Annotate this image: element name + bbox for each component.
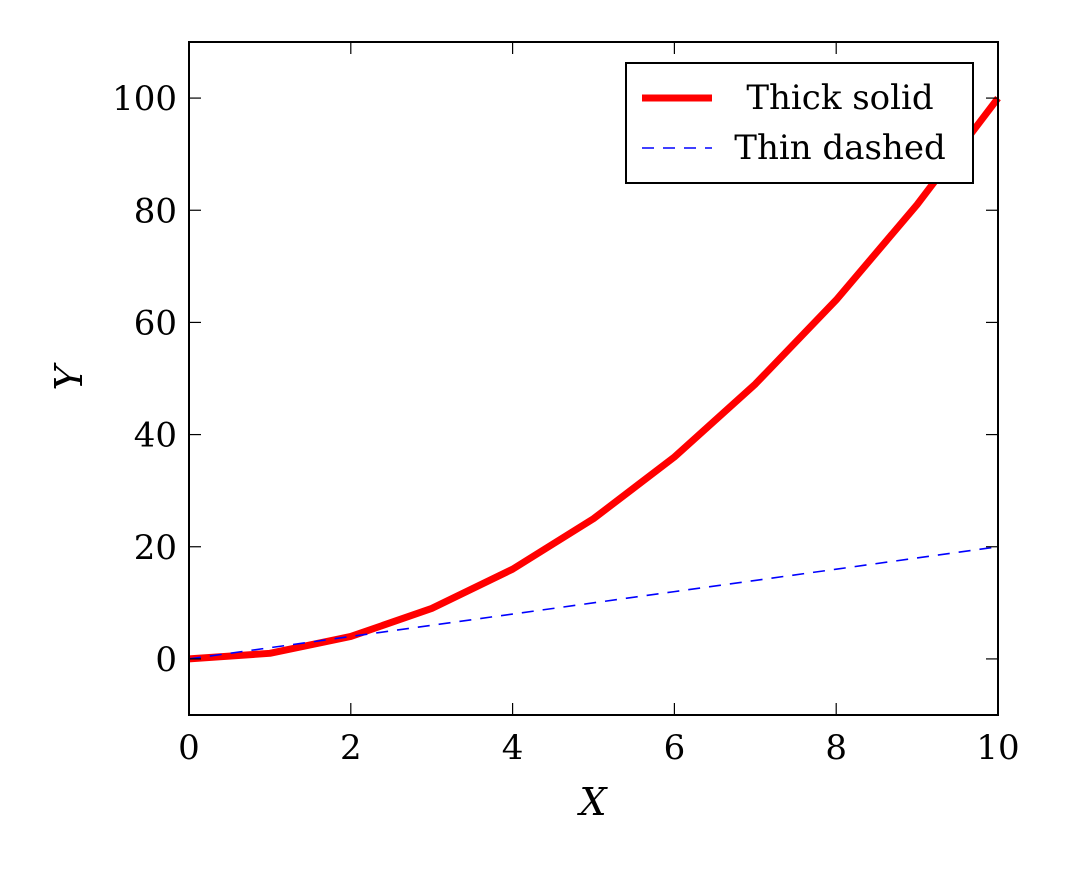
legend: Thick solid Thin dashed <box>625 62 974 184</box>
legend-label-1: Thick solid <box>746 78 933 118</box>
legend-box <box>625 62 974 184</box>
y-tick-label: 0 <box>155 640 177 680</box>
x-tick-label: 10 <box>976 728 1019 768</box>
legend-entries: Thick solid Thin dashed <box>642 78 946 168</box>
y-tick-label: 60 <box>134 303 177 343</box>
legend-label-2: Thin dashed <box>734 128 945 168</box>
plot-frame <box>188 41 999 716</box>
series-line-2 <box>188 545 999 660</box>
y-tick-label: 100 <box>112 79 177 119</box>
x-axis-label: X <box>576 780 608 824</box>
y-tick-label: 80 <box>134 191 177 231</box>
x-tick-label: 4 <box>502 728 524 768</box>
series-line-1 <box>188 95 1001 663</box>
series-layer <box>188 95 1001 663</box>
y-tick-label: 40 <box>134 416 177 456</box>
x-tick-label: 0 <box>178 728 200 768</box>
y-tick-label: 20 <box>134 528 177 568</box>
y-axis-label: Y <box>47 362 91 391</box>
x-tick-label: 8 <box>825 728 847 768</box>
x-tick-label: 2 <box>340 728 362 768</box>
x-tick-label: 6 <box>664 728 686 768</box>
